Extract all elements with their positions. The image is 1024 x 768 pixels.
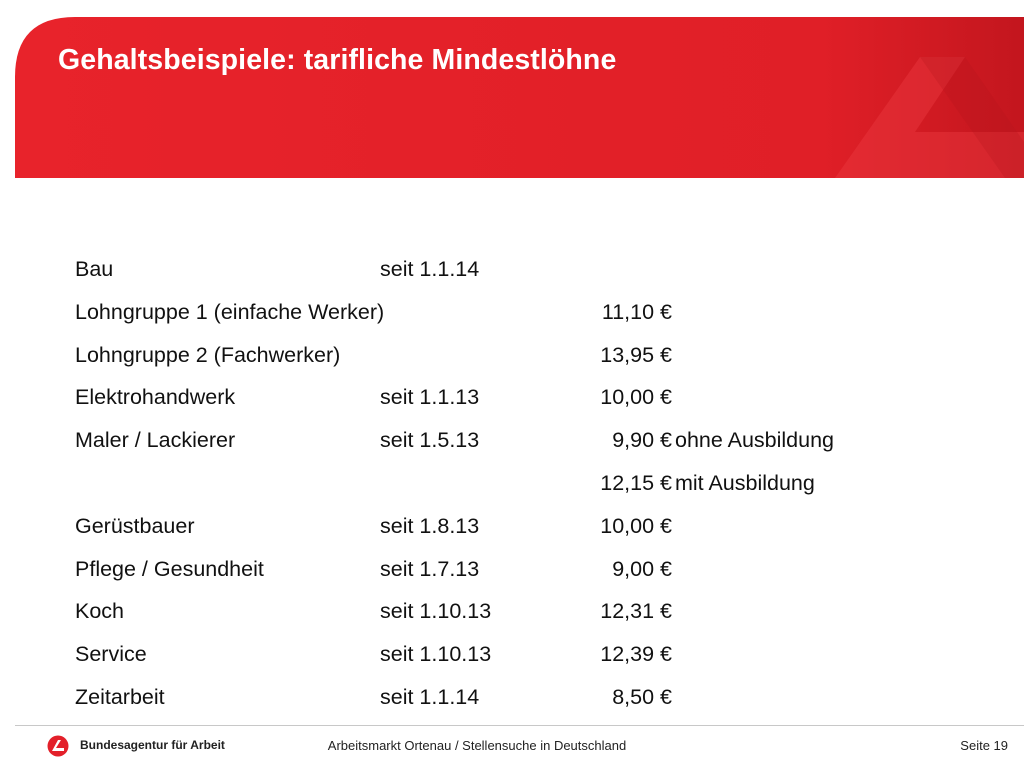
row-label: Zeitarbeit — [75, 684, 165, 709]
row-label: Lohngruppe 1 (einfache Werker) — [75, 299, 385, 324]
bundesagentur-logo-icon — [47, 735, 69, 757]
row-label: Maler / Lackierer — [75, 428, 236, 453]
row-amount: 8,50 € — [612, 684, 672, 709]
table-row: Service seit 1.10.13 12,39 € — [75, 642, 995, 685]
title-banner: Gehaltsbeispiele: tarifliche Mindestlöhn… — [15, 17, 1024, 178]
row-date: seit 1.1.14 — [380, 257, 480, 281]
table-row: Lohngruppe 2 (Fachwerker) 13,95 € — [75, 343, 995, 386]
row-date: seit 1.5.13 — [380, 428, 480, 453]
row-date: seit 1.7.13 — [380, 556, 480, 581]
row-label: Service — [75, 642, 147, 667]
table-row: Lohngruppe 1 (einfache Werker) 11,10 € — [75, 300, 995, 343]
row-date: seit 1.10.13 — [380, 642, 492, 667]
row-amount: 9,00 € — [612, 556, 672, 581]
row-amount: 11,10 € — [601, 299, 672, 324]
row-label: Lohngruppe 2 (Fachwerker) — [75, 342, 341, 367]
footer-caption: Arbeitsmarkt Ortenau / Stellensuche in D… — [327, 738, 627, 753]
row-label: Koch — [75, 599, 125, 624]
row-amount: 12,39 € — [600, 642, 672, 667]
row-label: Gerüstbauer — [75, 513, 195, 538]
wage-table: Bau seit 1.1.14 Lohngruppe 1 (einfache Wer… — [75, 257, 995, 728]
table-row: Maler / Lackierer seit 1.5.13 9,90 € ohne A… — [75, 428, 995, 471]
row-amount: 10,00 € — [600, 513, 672, 538]
row-label: Pflege / Gesundheit — [75, 556, 264, 581]
table-row: Pflege / Gesundheit seit 1.7.13 9,00 € — [75, 557, 995, 600]
row-amount: 12,31 € — [600, 599, 672, 624]
row-date: seit 1.10.13 — [380, 599, 492, 624]
page-number: Seite 19 — [960, 738, 1008, 753]
table-row: 12,15 € mit Ausbildung — [75, 471, 995, 514]
table-row: Gerüstbauer seit 1.8.13 10,00 € — [75, 514, 995, 557]
organization-name: Bundesagentur für Arbeit — [80, 738, 225, 752]
row-date: seit 1.1.14 — [380, 684, 480, 709]
row-label: Elektrohandwerk — [75, 385, 236, 410]
row-amount: 13,95 € — [600, 342, 672, 367]
row-amount: 9,90 € — [612, 428, 672, 453]
row-date: seit 1.8.13 — [380, 513, 480, 538]
table-row: Zeitarbeit seit 1.1.14 8,50 € — [75, 685, 995, 728]
table-row: Koch seit 1.10.13 12,31 € — [75, 599, 995, 642]
footer-divider — [15, 725, 1024, 726]
row-label: Bau — [75, 257, 114, 281]
row-note: mit Ausbildung — [675, 470, 815, 495]
banner-background — [15, 17, 1024, 178]
row-amount: 12,15 € — [600, 470, 672, 495]
page-title: Gehaltsbeispiele: tarifliche Mindestlöhn… — [58, 44, 617, 76]
row-date: seit 1.1.13 — [380, 385, 480, 410]
row-note: ohne Ausbildung — [675, 428, 835, 453]
row-amount: 10,00 € — [600, 385, 672, 410]
table-row: Elektrohandwerk seit 1.1.13 10,00 € — [75, 385, 995, 428]
table-row: Bau seit 1.1.14 — [75, 257, 995, 300]
